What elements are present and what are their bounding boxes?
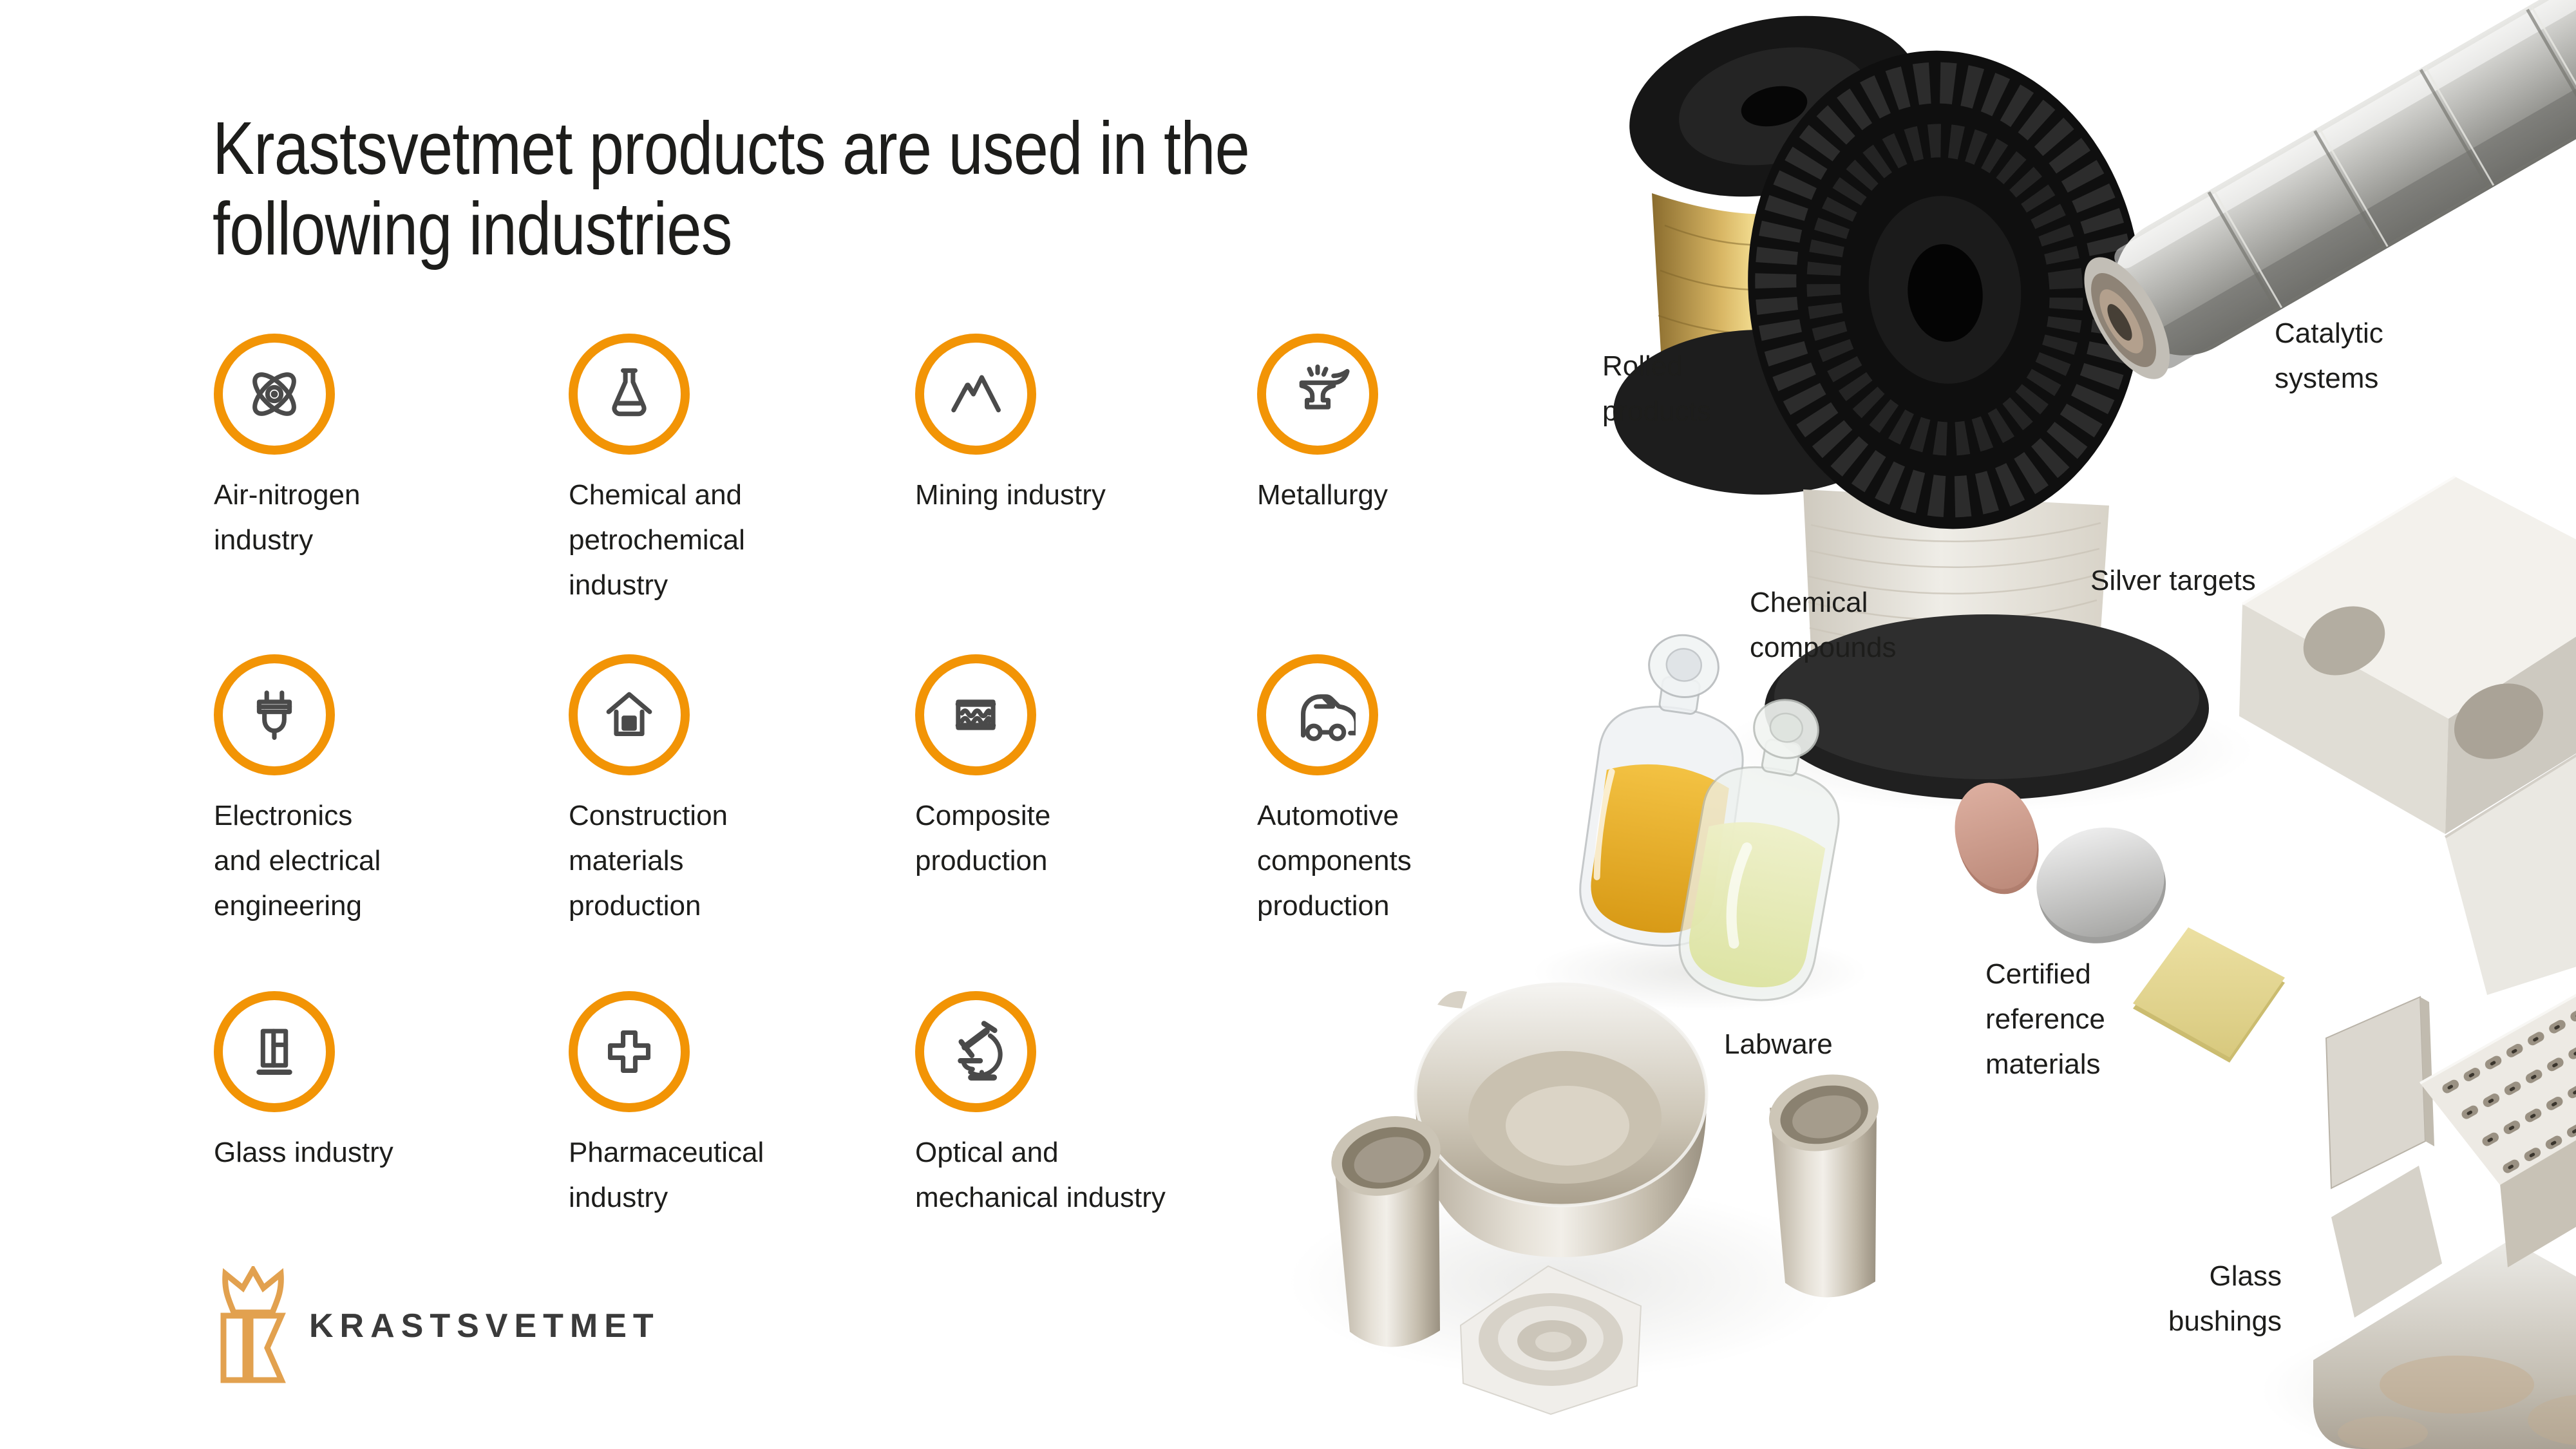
medical-cross-icon [569, 991, 690, 1112]
industry-optical: Optical and mechanical industry [915, 991, 1276, 1220]
flask-icon-glyph [612, 368, 647, 417]
industry-glass: Glass industry [214, 991, 574, 1175]
industry-label: Optical and mechanical industry [915, 1137, 1166, 1213]
industry-label: Mining industry [915, 479, 1106, 511]
flask-icon [569, 334, 690, 455]
glass-bushings-photo [2260, 994, 2576, 1449]
rolled-products-photo [1613, 15, 2254, 811]
house-icon-glyph [606, 692, 652, 737]
product-label-rolled-products: Rolled products [1602, 350, 1711, 427]
glass-sheet-icon-glyph [256, 1028, 292, 1075]
plug-icon-glyph [256, 690, 292, 740]
crown-logo-icon [220, 1266, 286, 1383]
product-label-glass-bushings: Glass bushings [2168, 1260, 2282, 1337]
glass-sheet-icon [214, 991, 335, 1112]
composite-layers-icon [915, 654, 1036, 775]
industry-construction: Construction materials production [569, 654, 929, 929]
industry-metallurgy: Metallurgy [1257, 334, 1618, 518]
mountains-icon-glyph [951, 375, 1001, 413]
industry-composite: Composite production [915, 654, 1276, 884]
certified-reference-materials-photo [1955, 782, 2285, 1063]
industry-electronics: Electronics and electrical engineering [214, 654, 574, 929]
brand-name: KRASTSVETMET [309, 1307, 660, 1345]
page-title: Krastsvetmet products are used in the fo… [213, 106, 1250, 270]
atom-icon [214, 334, 335, 455]
industry-air-nitrogen: Air-nitrogen industry [214, 334, 574, 563]
microscope-icon [915, 991, 1036, 1112]
industry-pharmaceutical: Pharmaceutical industry [569, 991, 929, 1220]
product-collage [1288, 0, 2576, 1449]
industry-label: Pharmaceutical industry [569, 1137, 764, 1213]
industry-label: Construction materials production [569, 800, 728, 922]
product-label-chemical-compounds: Chemical compounds [1750, 587, 1897, 663]
labware-photo [1288, 982, 1879, 1416]
silver-targets-photo [2239, 475, 2576, 995]
mountains-icon [915, 334, 1036, 455]
industry-label: Metallurgy [1257, 479, 1388, 511]
industry-mining: Mining industry [915, 334, 1276, 518]
industry-label: Chemical and petrochemical industry [569, 479, 745, 601]
industry-automotive: Automotive components production [1257, 654, 1618, 929]
house-icon [569, 654, 690, 775]
industry-label: Automotive components production [1257, 800, 1412, 922]
plug-icon [214, 654, 335, 775]
anvil-icon-glyph [1299, 364, 1350, 410]
product-label-catalytic-systems: Catalytic systems [2275, 317, 2383, 394]
composite-layers-icon-glyph [955, 699, 996, 730]
car-icon [1257, 654, 1378, 775]
product-label-certified-reference-materials: Certified reference materials [1985, 958, 2105, 1080]
industry-label: Composite production [915, 800, 1051, 876]
industry-label: Air-nitrogen industry [214, 479, 361, 556]
medical-cross-icon-glyph [607, 1030, 651, 1074]
microscope-icon-glyph [958, 1021, 1003, 1081]
car-icon-glyph [1301, 694, 1356, 741]
catalytic-systems-photo [2084, 0, 2576, 379]
industry-label: Electronics and electrical engineering [214, 800, 381, 922]
industry-chemical: Chemical and petrochemical industry [569, 334, 929, 608]
chemical-compounds-photo [1533, 634, 1868, 1011]
product-label-labware: Labware [1724, 1028, 1833, 1060]
product-label-silver-targets: Silver targets [2090, 565, 2256, 596]
brand-logo: KRASTSVETMET [214, 1266, 660, 1386]
industry-label: Glass industry [214, 1137, 393, 1168]
atom-icon-glyph [252, 372, 296, 416]
